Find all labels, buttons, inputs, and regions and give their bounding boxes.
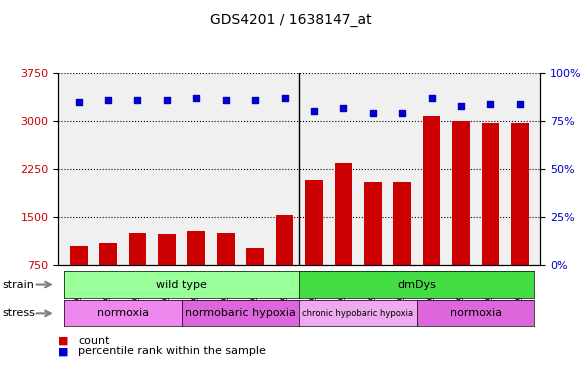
Text: GDS4201 / 1638147_at: GDS4201 / 1638147_at bbox=[210, 13, 371, 27]
Point bbox=[103, 97, 113, 103]
Text: ■: ■ bbox=[58, 346, 69, 356]
Point bbox=[339, 104, 348, 111]
Point bbox=[486, 101, 495, 107]
Bar bbox=[393, 182, 411, 313]
Point bbox=[515, 101, 525, 107]
Bar bbox=[482, 123, 499, 313]
Bar bbox=[217, 233, 235, 313]
Point bbox=[162, 97, 171, 103]
Point bbox=[250, 97, 260, 103]
Bar bbox=[423, 116, 440, 313]
Text: ■: ■ bbox=[58, 336, 69, 346]
Bar bbox=[364, 182, 382, 313]
Point bbox=[192, 95, 201, 101]
Bar bbox=[128, 233, 146, 313]
Text: stress: stress bbox=[3, 308, 36, 318]
Bar bbox=[188, 231, 205, 313]
Bar bbox=[511, 123, 529, 313]
Text: normoxia: normoxia bbox=[450, 308, 502, 318]
Bar bbox=[70, 246, 88, 313]
Text: dmDys: dmDys bbox=[397, 280, 436, 290]
Text: normoxia: normoxia bbox=[96, 308, 149, 318]
Point bbox=[221, 97, 230, 103]
Point bbox=[74, 99, 83, 105]
Bar bbox=[305, 180, 322, 313]
Point bbox=[280, 95, 289, 101]
Bar bbox=[335, 162, 352, 313]
Bar bbox=[276, 215, 293, 313]
Text: wild type: wild type bbox=[156, 280, 207, 290]
Point bbox=[309, 108, 318, 114]
Bar bbox=[452, 121, 470, 313]
Point bbox=[368, 110, 378, 116]
Point bbox=[397, 110, 407, 116]
Text: chronic hypobaric hypoxia: chronic hypobaric hypoxia bbox=[303, 309, 414, 318]
Bar bbox=[99, 243, 117, 313]
Text: count: count bbox=[78, 336, 110, 346]
Point bbox=[456, 103, 465, 109]
Bar bbox=[246, 248, 264, 313]
Point bbox=[133, 97, 142, 103]
Text: strain: strain bbox=[3, 280, 35, 290]
Point bbox=[427, 95, 436, 101]
Text: normobaric hypoxia: normobaric hypoxia bbox=[185, 308, 296, 318]
Bar bbox=[158, 234, 175, 313]
Text: percentile rank within the sample: percentile rank within the sample bbox=[78, 346, 266, 356]
